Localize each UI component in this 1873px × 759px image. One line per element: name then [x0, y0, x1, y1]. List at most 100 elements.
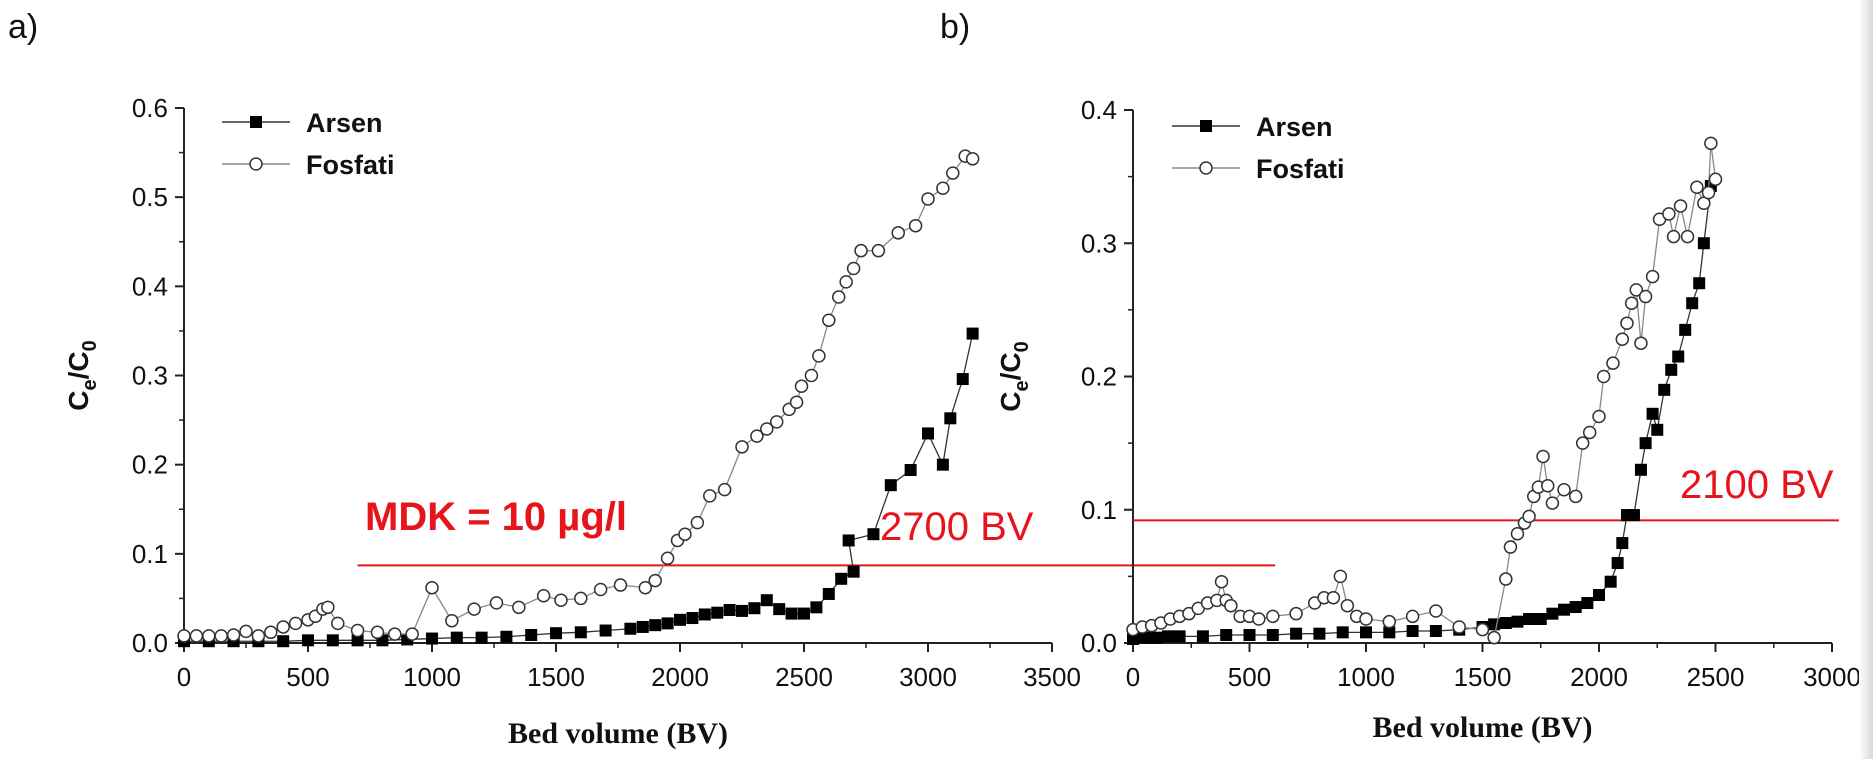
- data-point-circle: [1382, 614, 1397, 629]
- data-point-circle: [1557, 483, 1571, 497]
- legend-label: Fosfati: [306, 150, 395, 180]
- panel-b-bv-annotation: 2100 BV: [1680, 463, 1834, 507]
- data-point-circle: [264, 625, 278, 640]
- data-point-circle: [1645, 269, 1660, 284]
- panel-b: b) 0.0 0.1 0.2 0.3 0.4 0 500 1000 1500 2000 2500 30…: [940, 8, 1861, 744]
- data-point-square: [1593, 589, 1605, 602]
- data-point-circle: [1289, 606, 1303, 621]
- data-point-square: [1558, 603, 1571, 616]
- x-tick-label: 0: [1126, 662, 1140, 692]
- data-point-circle: [839, 275, 853, 289]
- data-point-square: [922, 427, 934, 440]
- data-point-square: [736, 604, 748, 617]
- data-point-square: [711, 606, 724, 619]
- x-tick-label: 1500: [1454, 662, 1512, 692]
- legend-marker-square: [250, 116, 262, 128]
- series-line: [184, 155, 973, 637]
- data-point-square: [351, 634, 364, 647]
- data-point-circle: [1333, 569, 1348, 584]
- data-point-square: [936, 458, 949, 471]
- x-tick-label: 1000: [1337, 662, 1395, 692]
- data-point-circle: [405, 627, 419, 641]
- data-point-square: [1127, 633, 1139, 646]
- data-point-circle: [288, 616, 303, 631]
- data-point-circle: [965, 152, 980, 166]
- data-point-circle: [554, 593, 568, 607]
- data-point-square: [760, 594, 773, 607]
- data-point-circle: [1606, 356, 1620, 370]
- x-tick-label: 3000: [1803, 662, 1861, 692]
- data-point-circle: [678, 527, 692, 541]
- data-point-square: [1138, 631, 1151, 644]
- legend-label: Arsen: [306, 108, 383, 138]
- data-point-square: [1499, 617, 1512, 630]
- data-point-circle: [1704, 136, 1718, 151]
- data-point-square: [661, 617, 674, 630]
- x-tick-label: 1500: [527, 662, 585, 692]
- data-point-circle: [467, 602, 481, 616]
- data-point-circle: [1510, 526, 1525, 541]
- data-point-square: [748, 602, 761, 615]
- data-point-circle: [425, 580, 439, 595]
- data-point-circle: [946, 166, 960, 180]
- data-point-square: [1665, 363, 1678, 376]
- data-point-circle: [1596, 369, 1611, 384]
- data-point-circle: [1499, 572, 1513, 586]
- data-point-circle: [1634, 336, 1648, 350]
- data-point-circle: [1340, 598, 1355, 613]
- data-point-circle: [1475, 622, 1490, 637]
- data-point-circle: [1252, 612, 1266, 626]
- data-point-square: [1523, 613, 1536, 626]
- data-point-square: [1697, 237, 1710, 250]
- data-point-square: [1313, 627, 1326, 640]
- data-point-square: [475, 631, 488, 644]
- data-point-circle: [1708, 172, 1723, 187]
- series-line: [1132, 143, 1717, 639]
- data-point-square: [1620, 509, 1633, 522]
- x-tick-label: 500: [286, 662, 329, 692]
- data-point-circle: [921, 192, 935, 206]
- x-axis-label: Bed volume (BV): [508, 717, 728, 750]
- data-point-square: [1161, 630, 1174, 643]
- data-point-square: [1243, 629, 1256, 642]
- data-point-circle: [822, 313, 836, 327]
- data-point-square: [1511, 615, 1524, 628]
- data-point-circle: [1582, 425, 1597, 440]
- data-point-circle: [1545, 496, 1560, 510]
- series-fosfati: [177, 149, 980, 643]
- data-point-square: [944, 412, 957, 425]
- data-point-square: [698, 608, 711, 621]
- data-point-square: [1290, 627, 1303, 640]
- y-tick-label: 0.4: [1081, 95, 1117, 125]
- data-point-circle: [239, 624, 253, 639]
- data-point-circle: [321, 600, 335, 615]
- data-point-square: [1646, 407, 1659, 420]
- data-point-square: [277, 635, 290, 648]
- data-point-circle: [613, 578, 628, 592]
- data-point-circle: [690, 515, 705, 530]
- data-point-circle: [1214, 574, 1229, 589]
- data-point-circle: [789, 395, 804, 409]
- data-point-circle: [831, 290, 846, 304]
- data-point-circle: [1452, 620, 1466, 634]
- data-point-square: [1672, 350, 1685, 363]
- data-point-square: [1406, 625, 1419, 638]
- y-tick-label: 0.1: [132, 539, 168, 569]
- data-point-circle: [574, 591, 588, 606]
- data-point-square: [599, 624, 612, 637]
- page-edge-shadow: [1859, 0, 1873, 759]
- data-point-circle: [1568, 489, 1583, 504]
- x-tick-label: 2000: [1570, 662, 1628, 692]
- data-point-square: [810, 601, 823, 614]
- x-tick-label: 2500: [775, 662, 833, 692]
- data-point-square: [649, 619, 662, 632]
- x-tick-label: 2000: [651, 662, 709, 692]
- data-point-square: [1611, 557, 1624, 570]
- data-point-square: [1360, 626, 1372, 639]
- legend-marker-square: [1200, 120, 1212, 132]
- y-axis-label: Ce/C0: [995, 341, 1033, 411]
- data-point-circle: [1690, 180, 1704, 195]
- x-tick-label: 500: [1228, 662, 1271, 692]
- data-point-circle: [1701, 185, 1716, 200]
